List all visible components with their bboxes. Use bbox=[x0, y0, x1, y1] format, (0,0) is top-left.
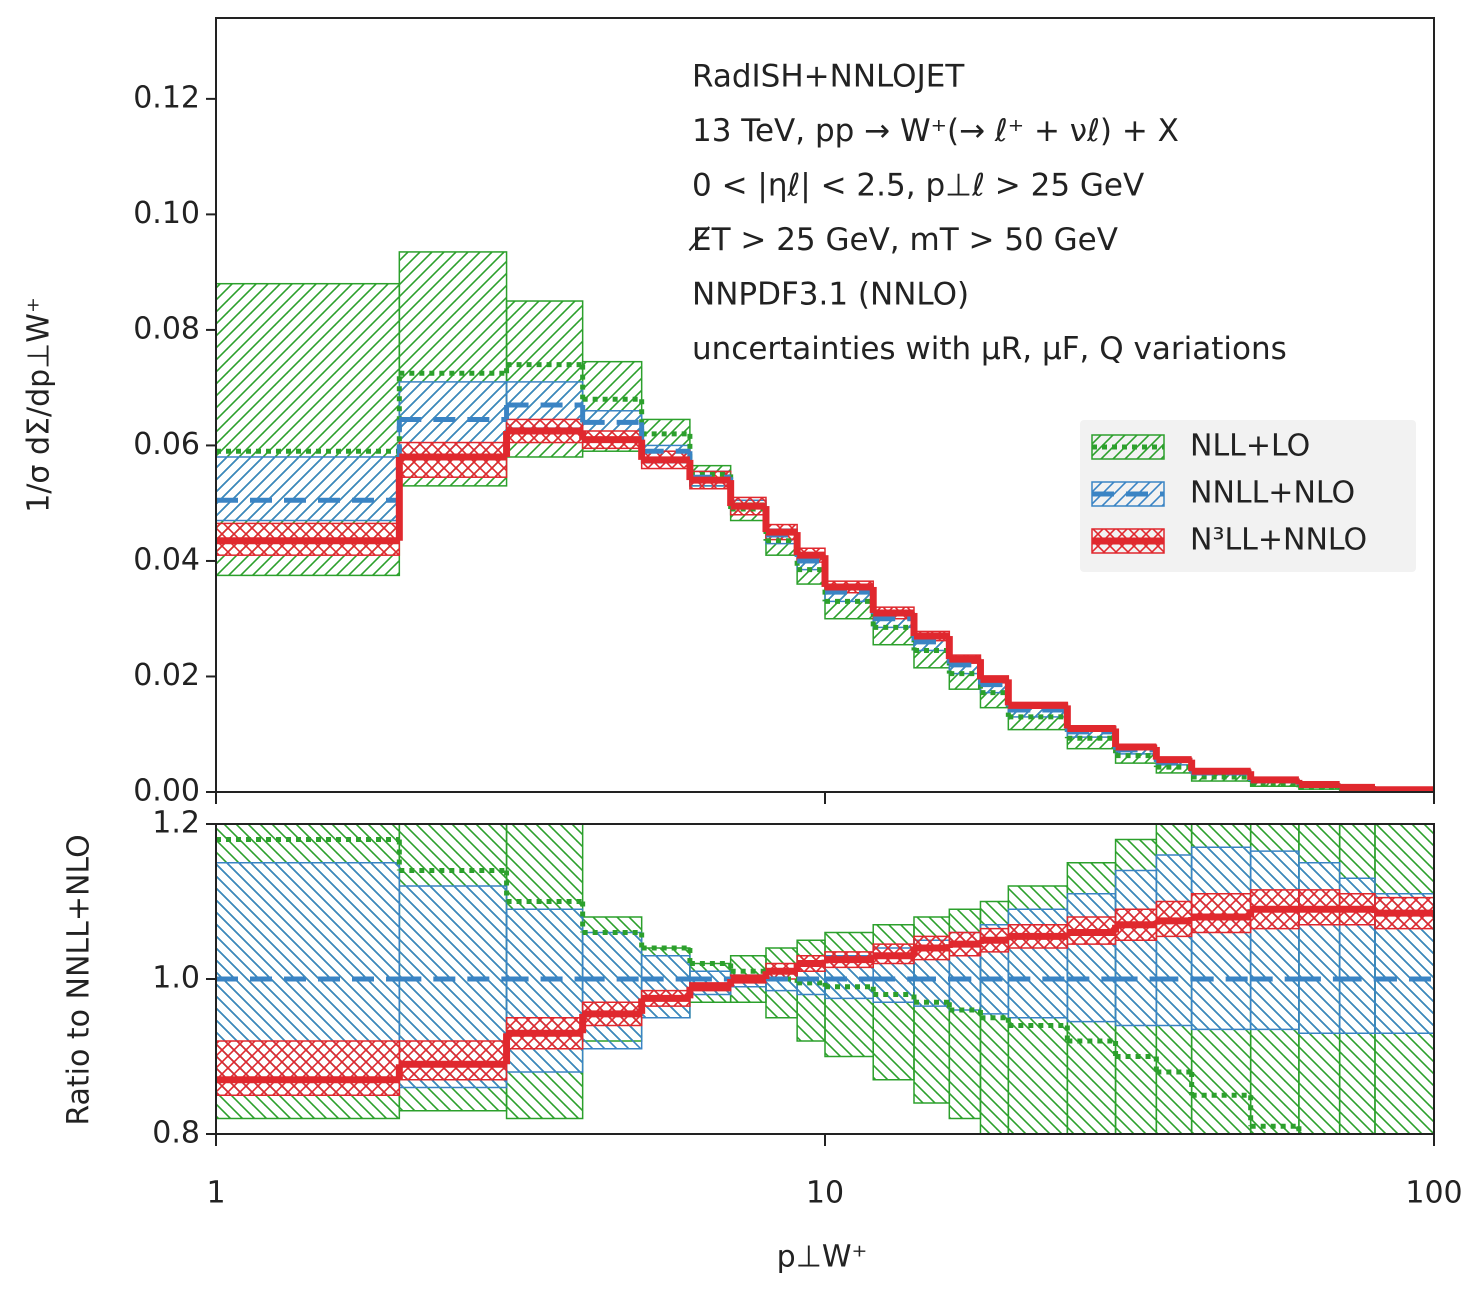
uncertainty-band bbox=[581, 931, 643, 1050]
y-tick-label: 0.12 bbox=[133, 80, 200, 115]
legend-label: NNLL+NLO bbox=[1190, 476, 1355, 511]
uncertainty-band bbox=[1155, 854, 1193, 1027]
uncertainty-band bbox=[1066, 893, 1117, 1023]
annotation: uncertainties with μR, μF, Q variations bbox=[692, 331, 1287, 367]
annotation: E̸T > 25 GeV, mT > 50 GeV bbox=[689, 222, 1118, 258]
annotation: RadISH+NNLOJET bbox=[692, 59, 965, 95]
y-tick-label: 0.02 bbox=[133, 658, 200, 693]
plot-area bbox=[216, 824, 1434, 1134]
y-tick-label: 0.08 bbox=[133, 311, 200, 346]
annotation: 13 TeV, pp → W⁺(→ ℓ⁺ + νℓ) + X bbox=[692, 113, 1179, 149]
x-axis-label: p⊥W⁺ bbox=[777, 1240, 868, 1275]
uncertainty-band bbox=[1114, 869, 1158, 1027]
y-tick-label: 0.04 bbox=[133, 542, 200, 577]
uncertainty-band bbox=[216, 1040, 401, 1096]
x-tick-label: 100 bbox=[1405, 1176, 1462, 1211]
annotation: NNPDF3.1 (NNLO) bbox=[692, 277, 969, 313]
x-tick-label: 1 bbox=[206, 1176, 225, 1211]
uncertainty-band bbox=[1249, 850, 1300, 1031]
uncertainty-band bbox=[1298, 862, 1341, 1034]
y-axis-label: 1/σ dΣ/dp⊥W⁺ bbox=[22, 297, 57, 513]
y-tick-label: 0.00 bbox=[133, 774, 200, 809]
y-tick-label: 0.06 bbox=[133, 427, 200, 462]
y-tick-label: 0.8 bbox=[152, 1116, 200, 1151]
plot-area bbox=[216, 251, 1434, 792]
y-tick-label: 1.0 bbox=[152, 961, 200, 996]
y-axis-label: Ratio to NNLL+NLO bbox=[62, 834, 97, 1125]
uncertainty-band bbox=[216, 456, 401, 522]
x-tick-label: 10 bbox=[806, 1176, 844, 1211]
legend-label: N³LL+NNLO bbox=[1190, 523, 1367, 558]
uncertainty-band bbox=[640, 955, 691, 1019]
uncertainty-band bbox=[1190, 893, 1252, 934]
annotation: 0 < |ηℓ| < 2.5, p⊥ℓ > 25 GeV bbox=[692, 168, 1144, 204]
y-tick-label: 0.10 bbox=[133, 196, 200, 231]
y-tick-label: 1.2 bbox=[152, 806, 200, 841]
uncertainty-band bbox=[398, 1040, 508, 1081]
uncertainty-band bbox=[1190, 846, 1252, 1031]
legend-label: NLL+LO bbox=[1190, 429, 1310, 464]
